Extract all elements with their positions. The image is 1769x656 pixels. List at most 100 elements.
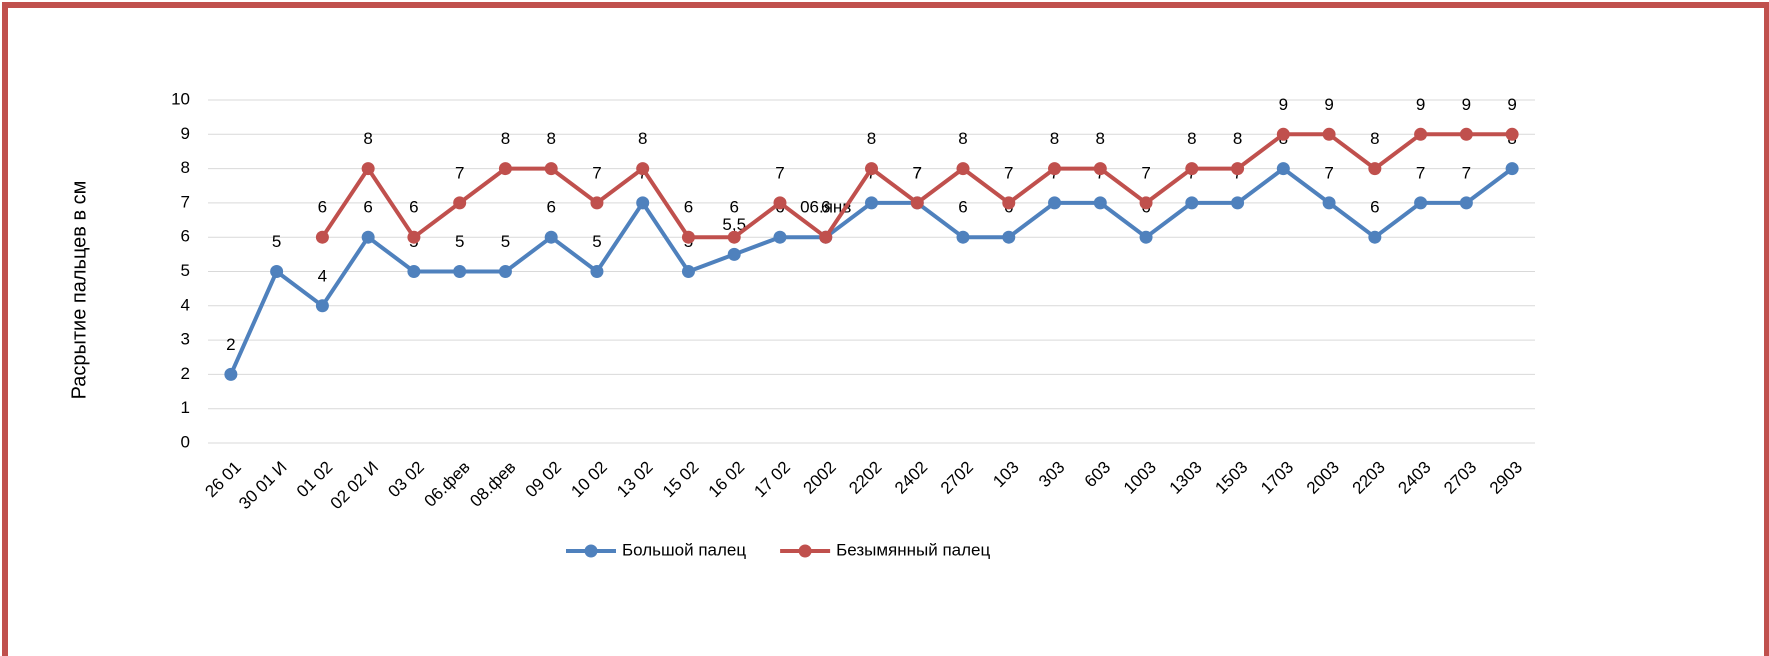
point bbox=[544, 230, 558, 244]
data-label: 6 bbox=[958, 198, 967, 217]
point bbox=[1139, 230, 1153, 244]
data-label: 7 bbox=[1324, 163, 1333, 182]
point bbox=[224, 367, 238, 381]
point bbox=[681, 230, 695, 244]
point bbox=[636, 162, 650, 176]
point bbox=[1185, 196, 1199, 210]
point bbox=[1002, 196, 1016, 210]
data-label: 8 bbox=[363, 129, 372, 148]
data-label: 9 bbox=[1507, 95, 1516, 114]
data-label: 8 bbox=[638, 129, 647, 148]
data-label: 8 bbox=[1187, 129, 1196, 148]
point bbox=[1414, 127, 1428, 141]
data-label: 7 bbox=[1462, 163, 1471, 182]
x-tick-label: 1503 bbox=[1211, 458, 1251, 498]
data-label: 6 bbox=[821, 198, 830, 217]
point bbox=[636, 196, 650, 210]
point bbox=[1002, 230, 1016, 244]
x-tick-label: 2702 bbox=[937, 458, 977, 498]
point bbox=[1093, 196, 1107, 210]
data-label: 8 bbox=[546, 129, 555, 148]
x-tick-label: 603 bbox=[1081, 458, 1114, 491]
point bbox=[1231, 162, 1245, 176]
x-tick-label: 13 02 bbox=[613, 458, 657, 502]
data-label: 7 bbox=[775, 163, 784, 182]
point bbox=[865, 162, 878, 176]
point bbox=[453, 196, 467, 210]
data-label: 6 bbox=[363, 198, 372, 217]
point bbox=[407, 265, 421, 278]
y-tick-label: 9 bbox=[181, 124, 190, 143]
data-label: 5,5 bbox=[722, 215, 746, 234]
y-tick-label: 3 bbox=[181, 330, 190, 349]
x-tick-label: 26 01 bbox=[201, 458, 245, 502]
x-tick-label: 1003 bbox=[1120, 458, 1160, 498]
y-tick-label: 2 bbox=[181, 364, 190, 383]
point bbox=[773, 196, 787, 210]
point bbox=[910, 196, 924, 210]
x-tick-label: 2903 bbox=[1486, 458, 1526, 498]
data-label: 8 bbox=[1233, 129, 1242, 148]
y-tick-label: 5 bbox=[181, 261, 190, 280]
point bbox=[590, 265, 604, 278]
data-label: 8 bbox=[867, 129, 876, 148]
point bbox=[1048, 196, 1062, 210]
data-label: 7 bbox=[592, 163, 601, 182]
point bbox=[1368, 162, 1382, 176]
point bbox=[544, 162, 558, 176]
x-tick-label: 1303 bbox=[1166, 458, 1206, 498]
point bbox=[1459, 127, 1473, 141]
data-label: 5 bbox=[455, 232, 464, 251]
point bbox=[727, 230, 741, 244]
point bbox=[1505, 127, 1519, 141]
point bbox=[1231, 196, 1245, 210]
point bbox=[270, 265, 284, 278]
data-label: 8 bbox=[501, 129, 510, 148]
data-label: 7 bbox=[1004, 163, 1013, 182]
point bbox=[1505, 162, 1519, 176]
data-label: 6 bbox=[684, 198, 693, 217]
y-tick-label: 4 bbox=[181, 295, 190, 314]
x-tick-label: 15 02 bbox=[659, 458, 703, 502]
x-tick-label: 03 02 bbox=[384, 458, 428, 502]
point bbox=[590, 196, 604, 210]
data-label: 4 bbox=[318, 266, 327, 285]
series-line bbox=[320, 132, 1513, 240]
point bbox=[1276, 127, 1290, 141]
y-tick-label: 6 bbox=[181, 227, 190, 246]
x-tick-label: 2402 bbox=[891, 458, 931, 498]
point bbox=[361, 230, 375, 244]
x-tick-label: 2403 bbox=[1394, 458, 1434, 498]
legend-marker bbox=[584, 544, 598, 558]
point bbox=[1093, 162, 1107, 176]
legend-label: Большой палец bbox=[622, 540, 746, 559]
point bbox=[1368, 230, 1382, 244]
data-label: 7 bbox=[913, 163, 922, 182]
x-tick-label: 17 02 bbox=[750, 458, 794, 502]
y-tick-label: 8 bbox=[181, 158, 190, 177]
data-label: 6 bbox=[729, 198, 738, 217]
data-label: 9 bbox=[1324, 95, 1333, 114]
x-tick-label: 01 02 bbox=[293, 458, 337, 502]
data-label: 7 bbox=[1141, 163, 1150, 182]
x-tick-label: 02 02 И bbox=[327, 458, 382, 513]
point bbox=[681, 265, 695, 278]
point bbox=[315, 299, 329, 313]
data-label: 9 bbox=[1416, 95, 1425, 114]
point bbox=[407, 230, 421, 244]
data-label: 7 bbox=[1416, 163, 1425, 182]
point bbox=[1048, 162, 1062, 176]
point bbox=[361, 162, 375, 176]
x-tick-label: 2202 bbox=[845, 458, 885, 498]
point bbox=[1185, 162, 1199, 176]
data-label: 8 bbox=[1050, 129, 1059, 148]
data-label: 8 bbox=[1096, 129, 1105, 148]
x-tick-label: 303 bbox=[1035, 458, 1068, 491]
point bbox=[315, 230, 329, 244]
y-axis-title: Расрытие пальцев в см bbox=[68, 181, 90, 400]
x-tick-label: 10 02 bbox=[567, 458, 611, 502]
x-tick-label: 08.фев bbox=[466, 458, 519, 511]
data-label: 6 bbox=[318, 198, 327, 217]
data-label: 5 bbox=[501, 232, 510, 251]
